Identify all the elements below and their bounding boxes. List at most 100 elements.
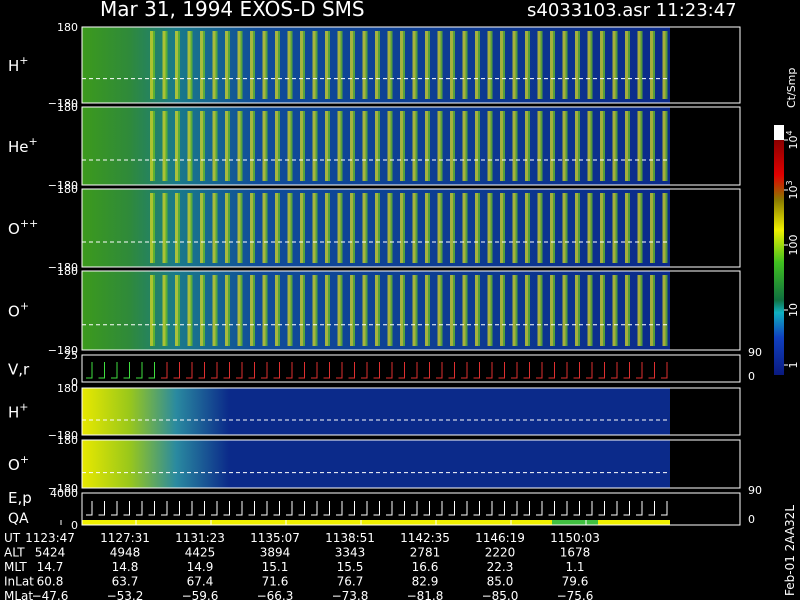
velocity-glyph <box>536 362 543 379</box>
colorbar-tick-exp: 3 <box>785 180 794 185</box>
table-cell: −75.6 <box>557 589 594 600</box>
velocity-glyph <box>211 362 218 379</box>
energy-glyph <box>473 501 480 516</box>
panel-label-base: O <box>8 456 20 474</box>
panel-label: V,r <box>8 361 30 379</box>
velocity-glyph <box>548 362 555 379</box>
y-tick-label: 180 <box>57 382 78 395</box>
table-cell: 1127:31 <box>100 531 150 545</box>
energy-glyph <box>336 501 343 516</box>
table-cell: 76.7 <box>337 575 364 589</box>
energy-glyph <box>223 501 230 516</box>
energy-glyph <box>636 501 643 516</box>
file-label: s4033103.asr 11:23:47 <box>527 0 737 21</box>
energy-glyph <box>423 501 430 516</box>
y-tick-label: 4000 <box>50 487 78 500</box>
y2-tick-label: 90 <box>748 346 762 359</box>
energy-glyph <box>361 501 368 516</box>
panel-label-sup: + <box>20 453 29 466</box>
panel-label: QA <box>8 511 29 527</box>
table-cell: 1.1 <box>565 560 584 574</box>
table-cell: 15.5 <box>337 560 364 574</box>
y-tick-label: −180 <box>48 97 78 110</box>
table-cell: 14.9 <box>187 560 214 574</box>
velocity-glyph <box>248 362 255 379</box>
table-cell: 71.6 <box>262 575 289 589</box>
panel-frame <box>81 387 741 436</box>
table-cell: 3343 <box>335 546 366 560</box>
table-cell: 2220 <box>485 546 516 560</box>
table-cell: 82.9 <box>412 575 439 589</box>
y-tick-label: −180 <box>48 261 78 274</box>
energy-glyph <box>298 501 305 516</box>
energy-glyph <box>386 501 393 516</box>
panel-label-base: O <box>8 220 20 238</box>
row-label: MLat <box>4 589 33 600</box>
spectrogram-stripes <box>144 193 670 263</box>
velocity-glyph <box>561 362 568 379</box>
table-cell: 1678 <box>560 546 591 560</box>
y-tick-label: −180 <box>48 429 78 442</box>
table-cell: −59.6 <box>182 589 219 600</box>
velocity-glyph <box>661 362 668 379</box>
energy-glyph <box>198 501 205 516</box>
energy-glyph <box>398 501 405 516</box>
velocity-glyph <box>186 362 193 379</box>
energy-glyph <box>561 501 568 516</box>
velocity-glyph <box>98 362 105 379</box>
panel-label: O++ <box>8 217 38 238</box>
y-tick-label: −180 <box>48 482 78 495</box>
spectrogram-stripes <box>144 275 670 346</box>
y-tick-label: 180 <box>57 183 78 196</box>
panel-label: E,p <box>8 489 32 507</box>
panel-frame <box>81 354 741 383</box>
colorbar-tick-base: 10 <box>787 303 800 317</box>
table-cell: −66.3 <box>257 589 294 600</box>
y-tick-label: 180 <box>57 265 78 278</box>
colorbar-tick-base: 10 <box>787 186 800 200</box>
energy-glyph <box>411 501 418 516</box>
table-cell: 67.4 <box>187 575 214 589</box>
y-tick-label: −180 <box>48 179 78 192</box>
spectrogram-stripes <box>144 31 670 99</box>
velocity-glyph <box>486 362 493 379</box>
y2-tick-label: 0 <box>748 513 755 526</box>
energy-glyph <box>461 501 468 516</box>
energy-glyph <box>486 501 493 516</box>
velocity-glyph <box>573 362 580 379</box>
velocity-glyph <box>398 362 405 379</box>
energy-glyph <box>523 501 530 516</box>
panel-frame <box>81 26 741 104</box>
panel-label: O+ <box>8 453 29 474</box>
energy-glyph <box>373 501 380 516</box>
energy-glyph <box>286 501 293 516</box>
colorbar-tick-label: 1 <box>787 362 800 369</box>
energy-glyph <box>448 501 455 516</box>
table-cell: 79.6 <box>562 575 589 589</box>
energy-glyph <box>248 501 255 516</box>
velocity-glyph <box>161 362 168 379</box>
row-label: MLT <box>4 560 27 574</box>
table-cell: −73.8 <box>332 589 369 600</box>
panel-label-sup: + <box>19 401 28 414</box>
panel-frame <box>81 106 741 186</box>
table-cell: 60.8 <box>37 575 64 589</box>
colorbar-tick-exp: 4 <box>785 130 794 135</box>
table-cell: 4948 <box>110 546 141 560</box>
energy-glyph <box>273 501 280 516</box>
velocity-glyph <box>136 362 143 379</box>
energy-glyph <box>648 501 655 516</box>
table-cell: 1131:23 <box>175 531 225 545</box>
spectrogram <box>82 388 670 435</box>
y2-tick-label: 90 <box>748 484 762 497</box>
energy-glyph <box>323 501 330 516</box>
row-label: InLat <box>4 575 34 589</box>
panel-frame <box>81 492 741 526</box>
row-label: UT <box>4 531 21 545</box>
panel-label: H+ <box>8 401 29 422</box>
colorbar-title: Ct/Smp <box>785 68 798 108</box>
velocity-glyph <box>273 362 280 379</box>
velocity-glyph <box>223 362 230 379</box>
velocity-glyph <box>361 362 368 379</box>
panel-label-sup: ++ <box>20 217 38 230</box>
